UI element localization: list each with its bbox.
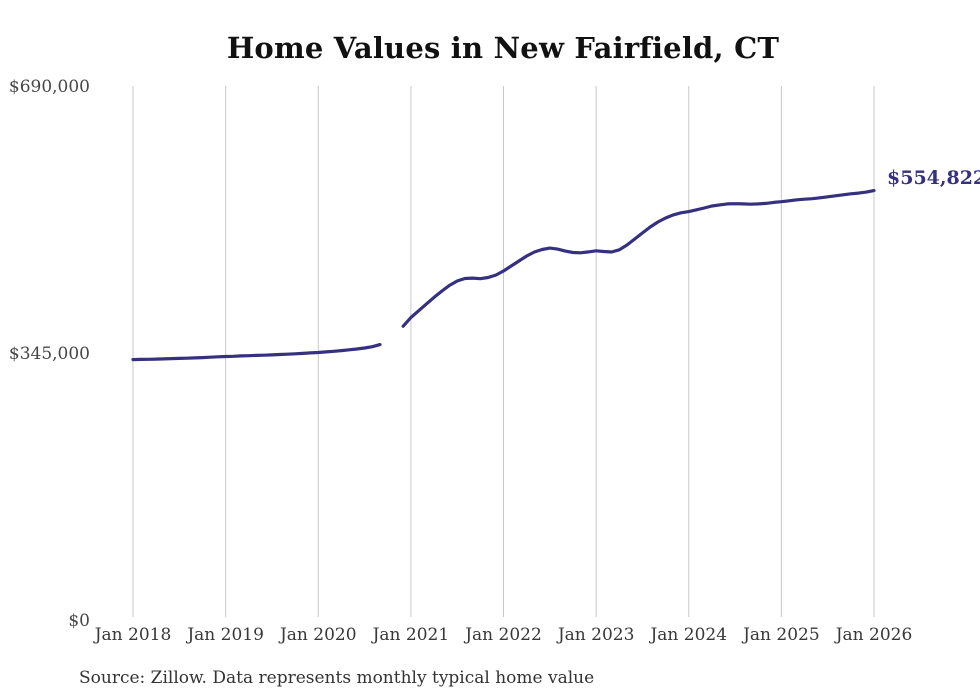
x-axis-tick-label: Jan 2023: [556, 625, 635, 645]
x-axis-tick-label: Jan 2025: [741, 625, 820, 645]
x-axis-tick-label: Jan 2018: [93, 625, 172, 645]
value-line-group: [131, 189, 876, 362]
x-axis-tick-label: Jan 2021: [371, 625, 450, 645]
x-axis-tick-label: Jan 2026: [834, 625, 913, 645]
y-axis-labels-group: $690,000 $345,000 $0: [9, 77, 90, 631]
chart-title: Home Values in New Fairfield, CT: [226, 31, 780, 65]
x-axis-tick-label: Jan 2019: [185, 625, 264, 645]
x-axis-labels-group: Jan 2018 Jan 2019 Jan 2020 Jan 2021 Jan 2022…: [93, 625, 913, 645]
y-axis-tick-label: $345,000: [9, 344, 90, 364]
source-note: Source: Zillow. Data represents monthly …: [79, 668, 595, 688]
home-value-line: [131, 189, 876, 362]
x-axis-tick-label: Jan 2020: [278, 625, 357, 645]
y-axis-tick-label: $0: [68, 611, 90, 631]
x-axis-tick-label: Jan 2022: [463, 625, 542, 645]
x-axis-tick-label: Jan 2024: [648, 625, 727, 645]
end-value-label: $554,822: [887, 167, 980, 189]
y-axis-tick-label: $690,000: [9, 77, 90, 97]
gridlines-group: [132, 86, 875, 617]
